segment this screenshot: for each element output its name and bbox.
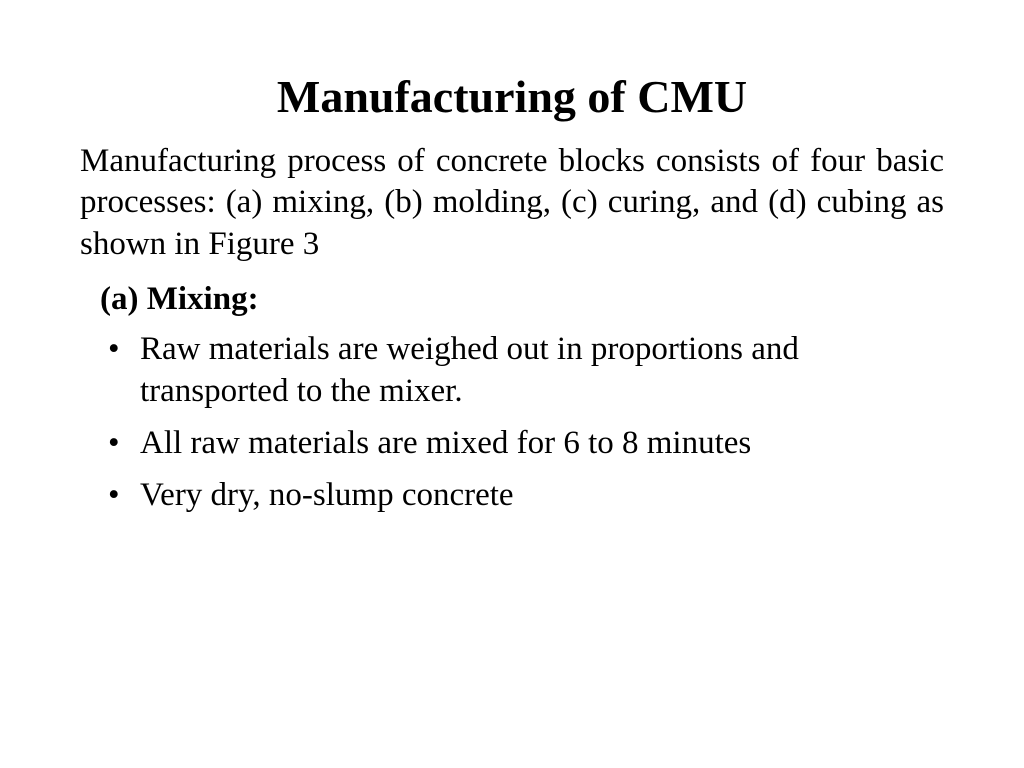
section-subheading: (a) Mixing: <box>80 281 944 318</box>
slide-title: Manufacturing of CMU <box>80 70 944 123</box>
intro-paragraph: Manufacturing process of concrete blocks… <box>80 141 944 265</box>
list-item: Very dry, no-slump concrete <box>100 474 944 516</box>
list-item: Raw materials are weighed out in proport… <box>100 328 944 412</box>
list-item: All raw materials are mixed for 6 to 8 m… <box>100 422 944 464</box>
bullet-list: Raw materials are weighed out in proport… <box>80 328 944 517</box>
